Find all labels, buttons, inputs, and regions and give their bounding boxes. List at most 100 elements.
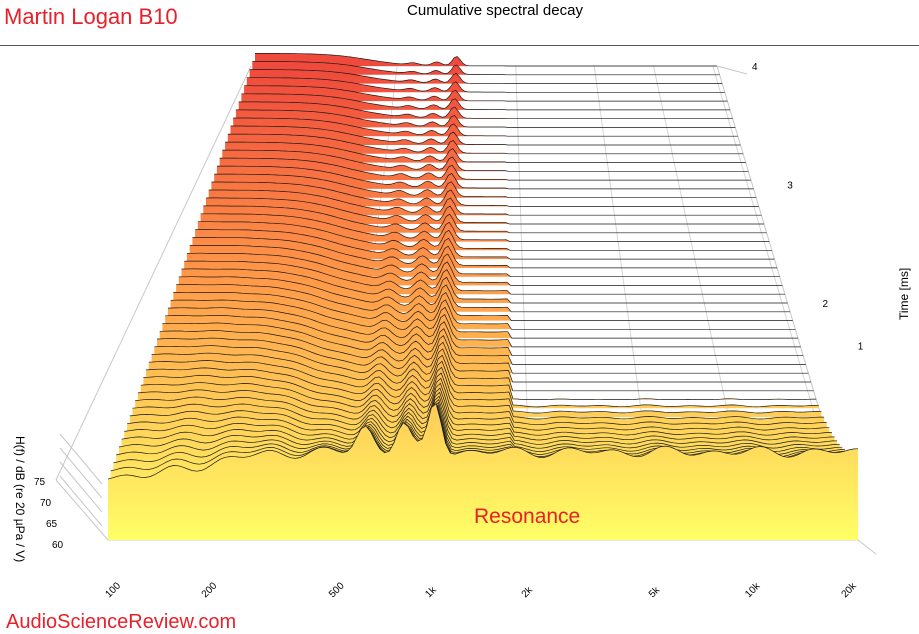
y-tick-label: 65 (46, 519, 58, 530)
decay-slice-line (173, 291, 796, 330)
decay-slice-line (244, 85, 728, 102)
decay-slice (249, 69, 723, 84)
decay-slice (222, 150, 749, 172)
decay-slice (246, 77, 725, 93)
x-tick-label: 5k (647, 584, 663, 600)
decay-slice-line (129, 395, 838, 445)
decay-slice (227, 134, 744, 154)
decay-slice-line (176, 284, 793, 321)
y-tick-label: 60 (52, 540, 64, 551)
decay-slice (241, 93, 731, 110)
y-tick-label: 75 (34, 477, 46, 488)
decay-slice (225, 142, 746, 163)
decay-slice-line (241, 93, 731, 111)
decay-slice-line (203, 205, 767, 234)
time-tick-label: 1 (858, 342, 864, 353)
decay-slice (200, 213, 770, 242)
decay-slice (197, 221, 772, 251)
decay-slice-line (186, 252, 783, 286)
decay-slice-line (167, 307, 801, 348)
decay-slice-line (137, 382, 830, 431)
decay-slice-line (230, 125, 741, 146)
decay-slice-line (146, 366, 822, 414)
decay-slice-line (107, 403, 859, 480)
decay-slice (244, 85, 728, 102)
decay-slice-line (195, 229, 775, 260)
x-tick-label: 200 (200, 580, 220, 600)
decay-slice-line (246, 77, 725, 93)
y-axis-label: H(f) / dB (re 20 µPa / V) (13, 436, 27, 562)
decay-slice-line (205, 197, 764, 225)
y-tick-labels: 60 65 70 75 (34, 477, 64, 551)
decay-slice-line (238, 101, 733, 120)
chart-title: Cumulative spectral decay (407, 2, 583, 19)
decay-slice (216, 166, 754, 189)
decay-slice-line (135, 387, 832, 436)
decay-slice-line (249, 69, 723, 84)
decay-slice-line (159, 330, 809, 374)
decay-slice (211, 182, 759, 207)
resonance-annotation: Resonance (474, 505, 580, 528)
decay-slice-line (214, 173, 757, 199)
decay-slice (192, 237, 778, 268)
decay-slice-line (192, 237, 778, 269)
x-tick-labels: 100 200 500 1k 2k 5k 10k 20k (103, 580, 859, 600)
x-tick-label: 20k (840, 580, 860, 600)
x-tick-label: 1k (423, 584, 439, 600)
time-tick-label: 2 (823, 299, 829, 310)
decay-slice-line (124, 401, 843, 452)
title-divider (0, 45, 919, 46)
decay-slice (203, 205, 767, 233)
decay-slice-line (235, 109, 736, 128)
decay-slice (233, 118, 738, 137)
time-tick-label: 4 (752, 62, 758, 73)
site-label: AudioScienceReview.com (6, 611, 237, 633)
decay-slice-line (233, 117, 738, 137)
x-tick-label: 100 (103, 580, 123, 600)
decay-slice-line (225, 141, 746, 163)
decay-slice-line (222, 149, 749, 172)
decay-slice (255, 53, 717, 66)
decay-slice (238, 101, 733, 119)
time-axis-label: Time [ms] (897, 268, 911, 320)
decay-slice (214, 174, 757, 198)
decay-slice-line (216, 165, 754, 190)
x-tick-label: 500 (327, 580, 347, 600)
decay-slice (219, 158, 751, 181)
decay-slice-line (148, 360, 819, 408)
time-tick-label: 3 (787, 181, 793, 192)
y-tick-label: 70 (40, 498, 52, 509)
decay-slice-line (165, 315, 804, 357)
decay-slice (230, 126, 741, 145)
decay-slice-line (170, 299, 798, 339)
decay-slice (235, 109, 736, 128)
decay-slice (108, 403, 858, 540)
decay-slice-line (208, 189, 762, 216)
decay-slice-line (143, 372, 825, 420)
decay-slice-line (200, 213, 770, 242)
decay-slice-line (151, 352, 817, 400)
decay-slice (206, 197, 764, 224)
time-tick-labels: 1 2 3 4 (752, 62, 864, 353)
decay-slice-line (178, 276, 791, 313)
decay-slice-line (227, 133, 744, 155)
decay-slice-line (154, 345, 814, 392)
decay-slice-line (197, 221, 772, 251)
decay-slice-line (132, 391, 835, 441)
decay-slice (208, 190, 762, 216)
decay-slice (195, 229, 775, 260)
decay-slice-line (184, 260, 785, 295)
brand-title: Martin Logan B10 (4, 4, 178, 29)
decay-slice-line (219, 157, 751, 181)
x-tick-label: 10k (743, 580, 763, 600)
x-tick-label: 2k (520, 584, 536, 600)
decay-slice-line (189, 245, 780, 278)
decay-slice-line (181, 268, 788, 304)
decay-slices (107, 53, 859, 540)
decay-slice-line (162, 322, 806, 365)
decay-slice-line (252, 61, 720, 76)
decay-slice-line (255, 53, 717, 67)
decay-slice-line (211, 181, 759, 207)
decay-slice-line (140, 377, 827, 426)
